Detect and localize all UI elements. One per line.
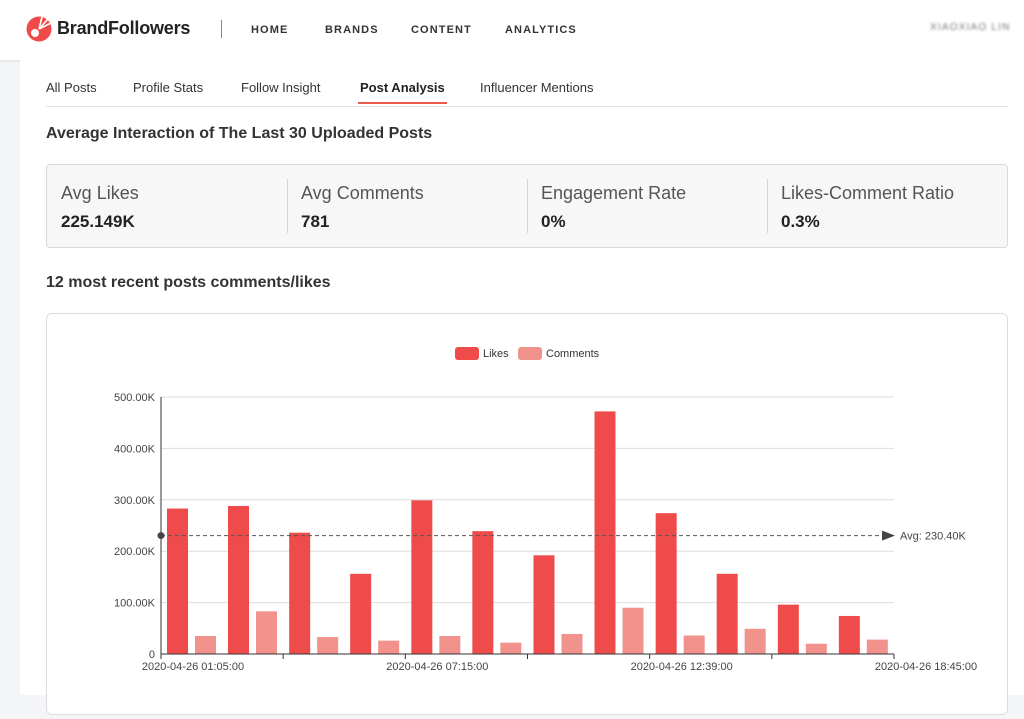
likes-bar: [411, 500, 433, 654]
likes-bar: [838, 615, 860, 654]
comments-bar: [805, 643, 827, 654]
chart-axes: 0 100.00K 200.00K 300.00K 400.00K 500.00K 2020…: [114, 392, 977, 673]
stat-label: Avg Comments: [301, 183, 424, 203]
average-line-label: Avg: 230.40K: [900, 531, 967, 543]
likes-bar: [167, 508, 188, 654]
tab-influencer-mentions[interactable]: Influencer Mentions: [480, 80, 594, 95]
stat-value: 781: [301, 212, 330, 231]
comments-bar: [195, 636, 216, 654]
y-tick-label: 100.00K: [114, 598, 156, 610]
nav-home[interactable]: HOME: [251, 24, 289, 36]
stat-likes-comment-ratio: Likes-Comment Ratio 0.3%: [767, 165, 1007, 247]
likes-bar: [472, 531, 494, 654]
comments-bar: [683, 635, 705, 654]
stat-label: Likes-Comment Ratio: [781, 183, 955, 203]
comments-bar: [256, 611, 277, 654]
comments-bar: [561, 633, 583, 654]
legend-label: Comments: [546, 348, 600, 360]
nav-analytics[interactable]: ANALYTICS: [505, 24, 577, 36]
chart-bars: [167, 411, 888, 654]
stat-avg-comments: Avg Comments 781: [287, 165, 527, 247]
comments-bar: [317, 637, 339, 654]
x-tick-label: 2020-04-26 18:45:00: [875, 661, 977, 673]
likes-bar: [533, 555, 555, 654]
x-tick-label: 2020-04-26 12:39:00: [631, 661, 733, 673]
top-navigation-bar: BrandFollowers HOME BRANDS CONTENT ANALY…: [0, 0, 1024, 60]
stat-divider: [287, 179, 288, 233]
y-tick-label: 300.00K: [114, 495, 156, 507]
stat-value: 0.3%: [781, 212, 820, 231]
tab-bar: All Posts Profile Stats Follow Insight P…: [46, 60, 1008, 107]
likes-comments-chart-card: Likes Comments 0 100.00K 200.00K 300.00K 400.…: [46, 313, 1008, 715]
y-tick-label: 400.00K: [114, 443, 156, 455]
stat-avg-likes: Avg Likes 225.149K: [47, 165, 287, 247]
tab-profile-stats[interactable]: Profile Stats: [133, 80, 204, 95]
comments-bar: [500, 642, 522, 654]
nav-brands[interactable]: BRANDS: [325, 24, 379, 36]
stat-label: Avg Likes: [61, 183, 139, 203]
y-tick-label: 200.00K: [114, 546, 156, 558]
likes-comments-bar-chart: Likes Comments 0 100.00K 200.00K 300.00K 400.…: [114, 347, 977, 673]
comments-bar: [439, 636, 461, 654]
y-tick-label: 500.00K: [114, 392, 156, 404]
likes-bar: [228, 505, 249, 654]
average-line: Avg: 230.40K: [157, 530, 967, 543]
likes-bar: [594, 411, 616, 654]
stat-engagement-rate: Engagement Rate 0%: [527, 165, 767, 247]
average-interaction-title: Average Interaction of The Last 30 Uploa…: [46, 125, 433, 142]
header-divider: [221, 20, 222, 38]
tab-post-analysis[interactable]: Post Analysis: [358, 80, 447, 104]
x-tick-label: 2020-04-26 07:15:00: [386, 661, 488, 673]
comments-bar: [378, 640, 400, 654]
likes-bar: [350, 573, 372, 654]
legend-swatch: [455, 347, 479, 360]
stat-divider: [527, 179, 528, 233]
tab-all-posts[interactable]: All Posts: [46, 80, 97, 95]
comments-bar: [622, 607, 644, 654]
stat-value: 0%: [541, 212, 566, 231]
content-panel: All Posts Profile Stats Follow Insight P…: [20, 60, 1024, 715]
likes-bar: [289, 532, 311, 654]
chart-legend: Likes Comments: [455, 347, 600, 360]
stat-label: Engagement Rate: [541, 183, 687, 203]
comments-bar: [744, 628, 766, 654]
average-line-arrow-icon: [882, 530, 895, 541]
chart-grid: [161, 396, 894, 604]
legend-swatch: [518, 347, 542, 360]
brand-name[interactable]: BrandFollowers: [57, 18, 191, 38]
stats-summary-box: Avg Likes 225.149K Avg Comments 781 Enga…: [46, 164, 1008, 248]
x-tick-label: 2020-04-26 01:05:00: [142, 661, 244, 673]
recent-posts-title: 12 most recent posts comments/likes: [46, 274, 331, 291]
likes-bar: [777, 604, 799, 654]
y-tick-label: 0: [149, 649, 155, 661]
likes-bar: [655, 513, 677, 654]
average-line-start-dot: [157, 532, 165, 540]
stat-value: 225.149K: [61, 212, 135, 231]
legend-label: Likes: [483, 348, 509, 360]
brandfollowers-logo-icon[interactable]: [26, 16, 52, 42]
nav-content[interactable]: CONTENT: [411, 24, 472, 36]
likes-bar: [716, 573, 738, 654]
tab-follow-insight[interactable]: Follow Insight: [241, 80, 321, 95]
user-name[interactable]: XIAOXIAO LIN: [930, 22, 1011, 33]
comments-bar: [866, 639, 888, 654]
stat-divider: [767, 179, 768, 233]
